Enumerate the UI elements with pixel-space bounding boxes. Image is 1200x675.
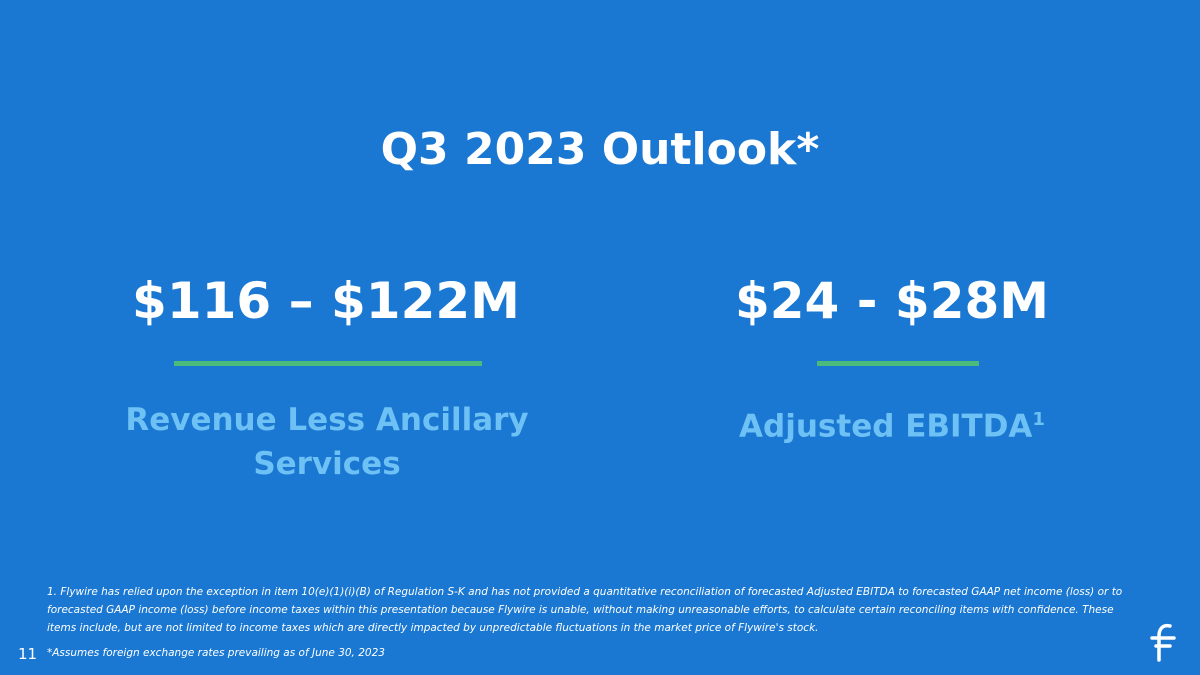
logo [1150,623,1176,662]
footnote: 1. Flywire has relied upon the exception… [47,586,1123,634]
label-text: Adjusted EBITDA [739,408,1033,445]
metric-value: $116 – $122M [132,272,520,330]
title: Q3 2023 Outlook* [380,124,820,175]
divider [174,361,482,366]
divider [817,361,979,366]
metric-value: $24 - $28M [734,272,1050,330]
metric-label: Revenue Less Ancillary Services [125,402,529,482]
footnote-mark: 1 [1032,409,1045,430]
assumption-note: *Assumes foreign exchange rates prevaili… [47,647,385,659]
page-number: 11 [18,645,38,663]
metric-label: Adjusted EBITDA1 [642,398,1142,448]
